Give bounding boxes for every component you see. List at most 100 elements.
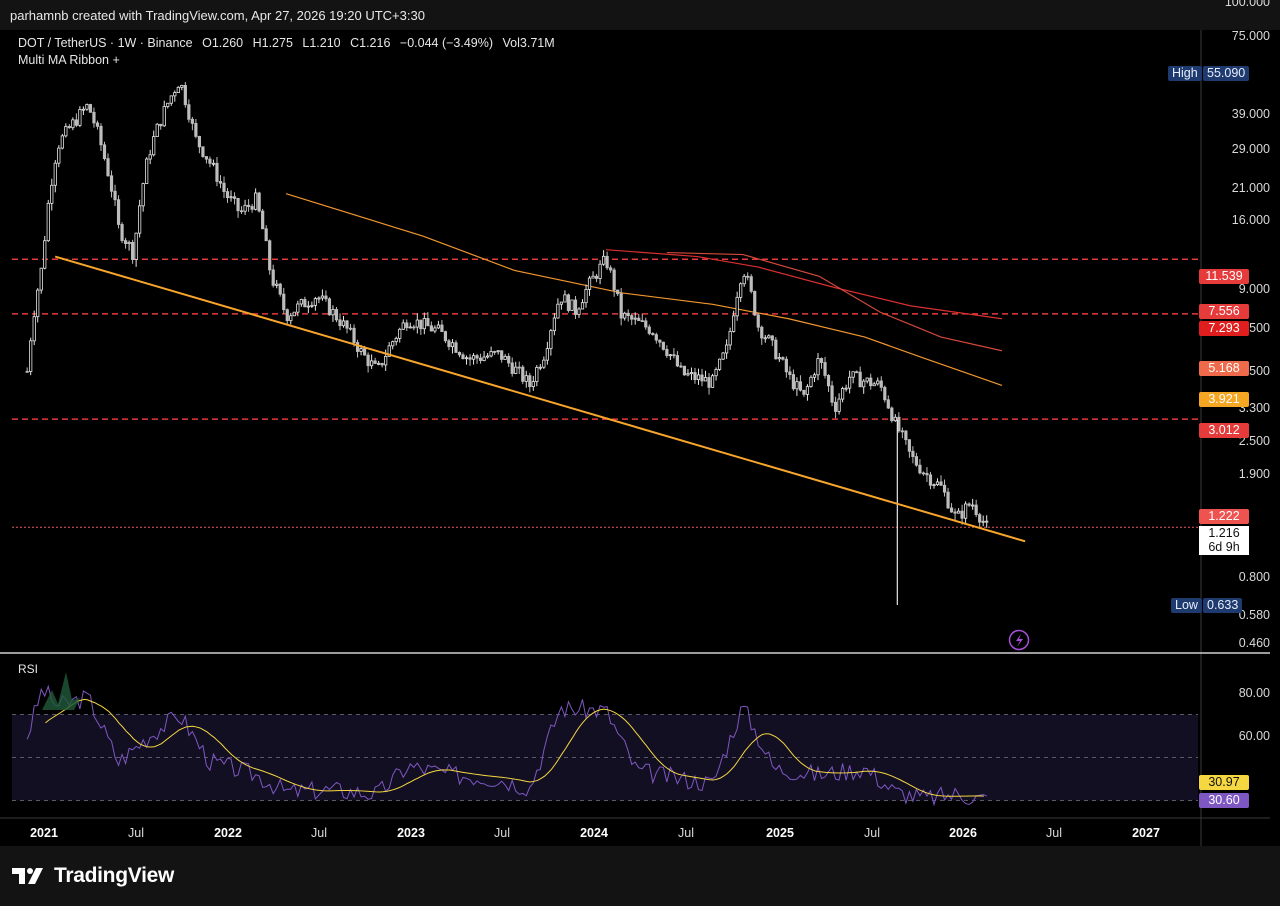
candle-body [830,385,834,403]
candle-body [914,456,919,466]
candle-body [306,305,310,308]
candle-body [865,377,869,382]
price-tick: 0.580 [1238,608,1270,623]
candle-body [623,312,627,319]
candle-body [148,154,152,160]
candle-body [384,355,388,366]
candle-body [869,377,873,387]
candle-body [781,357,785,360]
candle-body [194,123,198,137]
candle-body [225,191,230,199]
candle-body [352,327,356,343]
candle-body [886,399,890,409]
candle-body [43,240,47,269]
candle-body [222,182,226,192]
candle-body [169,95,173,104]
candle-body [317,297,321,300]
indicator-legend[interactable]: Multi MA Ribbon + [18,53,120,67]
candle-body [236,198,240,212]
candle-body [587,277,592,290]
time-tick: Jul [864,826,880,840]
candle-body [299,299,303,305]
candle-body [935,481,940,486]
price-level-tag: 1.222 [1199,509,1249,524]
candle-body [837,398,841,412]
candle-body [791,374,795,390]
candle-body [675,355,680,367]
candle-body [841,388,845,400]
candle-body [630,315,634,320]
candle-body [819,358,824,363]
price-tick: 100.000 [1224,0,1270,9]
candle-body [658,339,662,343]
candle-body [514,366,518,374]
candle-body [324,295,328,300]
candle-body [127,241,131,245]
price-tick: 0.800 [1238,570,1270,585]
low-value: 0.633 [1203,597,1243,613]
ma-line-red [605,249,1003,320]
candle-body [176,86,180,93]
candle-body [538,366,542,369]
candle-body [197,135,201,148]
candle-body [746,275,750,278]
candle-body [303,299,307,308]
candle-body [201,146,205,157]
last-price-tag: 1.216 [1199,526,1249,541]
candle-body [725,344,729,354]
candle-body [109,175,114,192]
candle-body [436,324,441,329]
candle-body [953,511,957,514]
candle-body [500,350,504,360]
candle-body [208,158,212,164]
candle-body [243,204,247,212]
candle-body [440,324,444,332]
candle-body [742,275,746,285]
candle-body [415,319,419,328]
candle-body [261,210,265,230]
candle-body [162,106,166,127]
candle-body [661,341,665,350]
time-tick: 2021 [30,826,58,840]
candle-body [218,181,223,184]
candle-body [74,119,78,126]
candle-body [770,335,774,341]
rsi-legend[interactable]: RSI [18,662,39,676]
price-tick: 75.000 [1231,29,1270,44]
candle-body [478,357,483,361]
candle-body [489,351,493,357]
candle-body [795,381,799,390]
candle-body [102,144,107,160]
candle-body [215,162,219,182]
candle-body [341,320,346,327]
candle-body [204,156,209,160]
price-level-tag: 3.921 [1199,392,1249,407]
candle-body [433,327,437,332]
chart-area[interactable] [0,30,1270,846]
candle-body [398,328,402,339]
candle-body [331,309,335,316]
candle-body [141,183,145,207]
ohlc-high: H1.275 [252,36,293,50]
candle-body [408,326,412,329]
ma-line-orange [285,193,1003,386]
candle-body [67,126,71,129]
candle-body [612,269,616,291]
candle-body [348,327,353,330]
alert-bolt-icon[interactable] [1008,629,1030,651]
price-axis-pane [1201,30,1270,846]
candle-body [728,331,732,346]
candle-body [496,350,500,353]
candle-body [239,210,244,213]
candle-body [932,484,936,487]
candle-body [826,375,831,387]
candle-body [823,362,827,376]
rsi-value-tag: 30.97 [1199,775,1249,790]
candle-body [679,365,683,368]
candle-body [559,301,564,305]
candle-body [900,430,904,433]
tradingview-logo[interactable]: TradingView [12,864,174,888]
candle-body [482,356,486,361]
candle-body [373,360,377,364]
